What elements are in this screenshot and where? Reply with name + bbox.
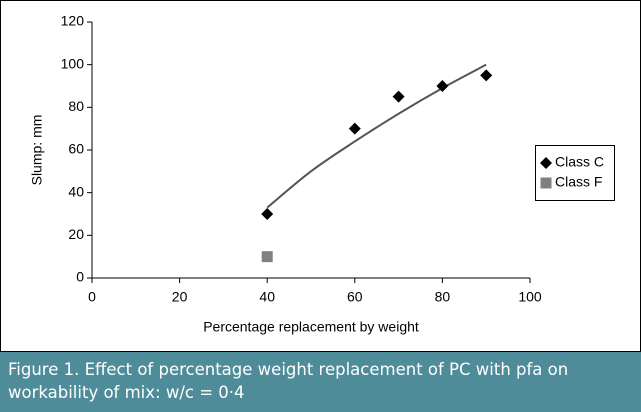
y-tick-label: 20 xyxy=(68,226,84,242)
chart: Percentage replacement by weight Slump: … xyxy=(0,0,641,352)
data-point xyxy=(261,251,273,263)
legend-label: Class F xyxy=(555,174,602,190)
data-point xyxy=(348,122,361,135)
x-tick-label: 80 xyxy=(435,289,451,305)
legend-label: Class C xyxy=(555,154,604,170)
legend-marker xyxy=(540,157,552,169)
x-axis-label: Percentage replacement by weight xyxy=(203,319,419,335)
legend-box xyxy=(535,145,615,201)
x-tick-label: 100 xyxy=(518,289,542,305)
data-point xyxy=(480,69,493,82)
x-tick-label: 60 xyxy=(347,289,363,305)
data-point xyxy=(392,90,405,103)
y-tick-label: 40 xyxy=(68,183,84,199)
legend-marker xyxy=(540,177,552,189)
y-axis-label: Slump: mm xyxy=(29,115,45,186)
y-tick-label: 80 xyxy=(68,98,84,114)
x-tick-label: 0 xyxy=(88,289,96,305)
data-point xyxy=(261,208,274,220)
x-tick-label: 40 xyxy=(259,289,275,305)
x-tick-label: 20 xyxy=(172,289,188,305)
y-tick-label: 0 xyxy=(76,269,84,285)
caption: Figure 1. Effect of percentage weight re… xyxy=(0,352,641,412)
y-tick-label: 120 xyxy=(61,13,85,29)
y-tick-label: 60 xyxy=(68,141,84,157)
chart-border xyxy=(0,0,641,352)
y-tick-label: 100 xyxy=(61,55,85,71)
data-point xyxy=(436,80,449,92)
